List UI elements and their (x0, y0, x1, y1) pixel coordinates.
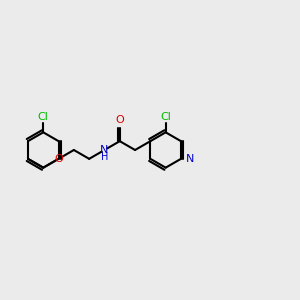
Text: Cl: Cl (160, 112, 171, 122)
Text: N: N (100, 145, 109, 155)
Text: H: H (101, 152, 108, 162)
Text: Cl: Cl (38, 112, 49, 122)
Text: O: O (116, 116, 124, 125)
Text: N: N (185, 154, 194, 164)
Text: O: O (54, 154, 63, 164)
